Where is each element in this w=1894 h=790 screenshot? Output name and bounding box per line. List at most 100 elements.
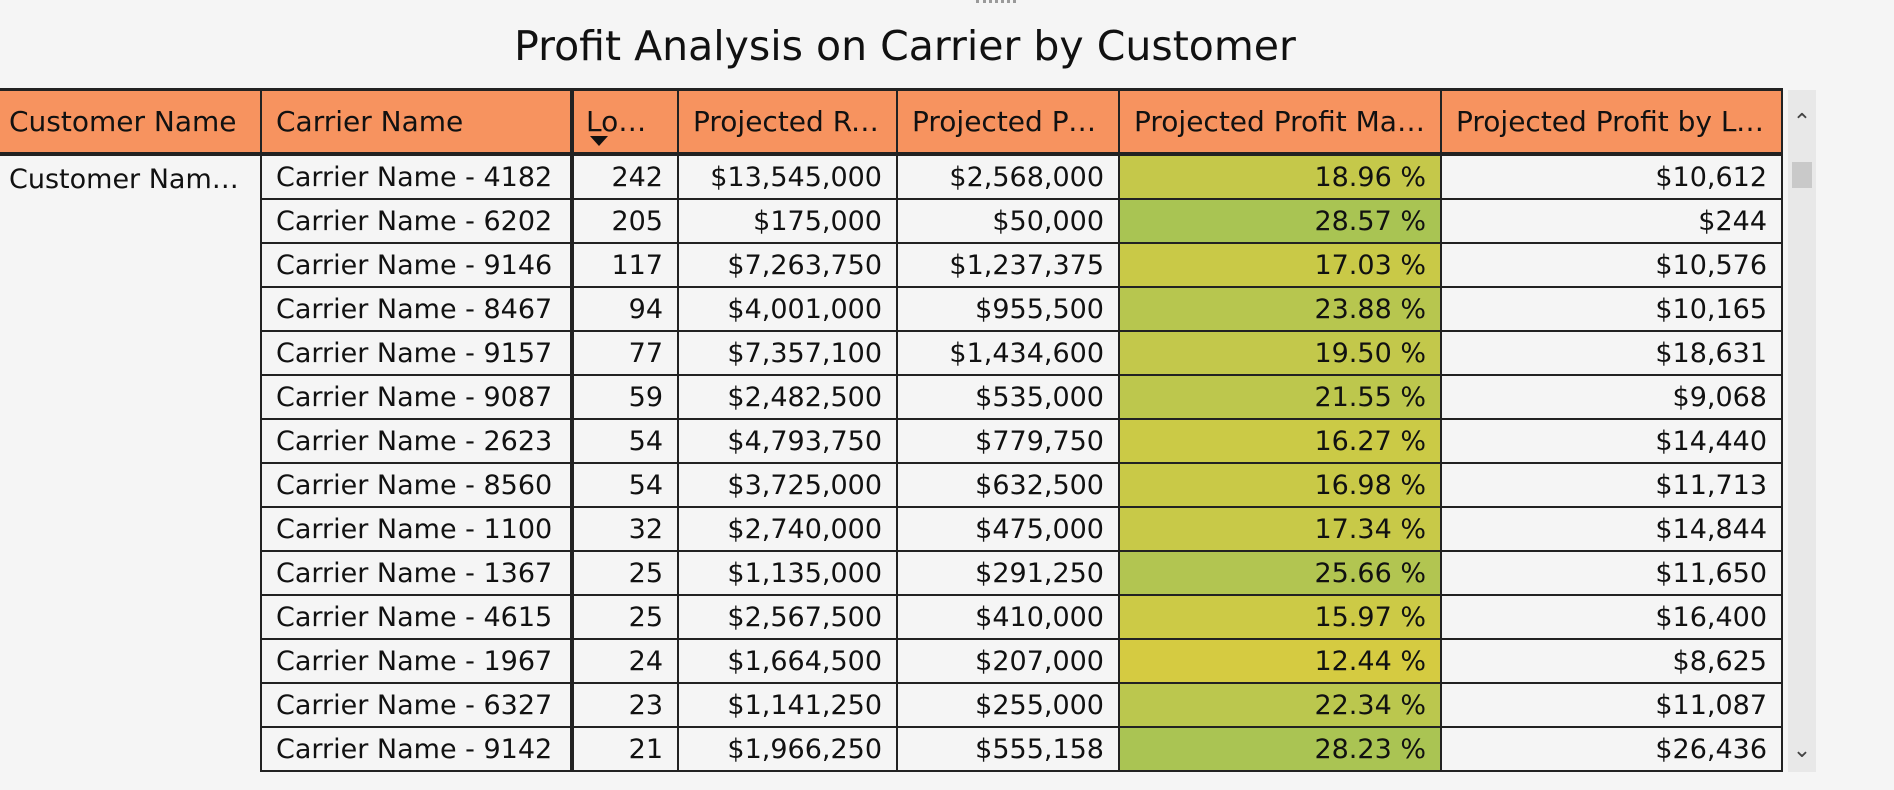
- cell-carrier-name[interactable]: Carrier Name - 8560: [260, 462, 573, 508]
- cell-carrier-name[interactable]: Carrier Name - 2623: [260, 418, 573, 464]
- cell-projected-profit-margin[interactable]: 17.03 %: [1118, 242, 1442, 288]
- cell-carrier-name[interactable]: Carrier Name - 9087: [260, 374, 573, 420]
- cell-projected-profit[interactable]: $50,000: [896, 198, 1120, 244]
- cell-projected-profit-margin[interactable]: 18.96 %: [1118, 154, 1442, 200]
- cell-projected-profit-by-loads[interactable]: $11,650: [1440, 550, 1783, 596]
- cell-loads[interactable]: 24: [570, 638, 679, 684]
- table-row[interactable]: Customer Name ... Carrier Name - 4182 242 $…: [0, 154, 1783, 771]
- cell-projected-profit[interactable]: $555,158: [896, 726, 1120, 772]
- cell-projected-revenue[interactable]: $1,966,250: [677, 726, 898, 772]
- cell-loads[interactable]: 77: [570, 330, 679, 376]
- cell-projected-profit-margin[interactable]: 28.23 %: [1118, 726, 1442, 772]
- cell-projected-profit-margin[interactable]: 16.27 %: [1118, 418, 1442, 464]
- cell-projected-revenue[interactable]: $4,001,000: [677, 286, 898, 332]
- cell-projected-profit-margin[interactable]: 22.34 %: [1118, 682, 1442, 728]
- cell-loads[interactable]: 32: [570, 506, 679, 552]
- cell-projected-profit-by-loads[interactable]: $244: [1440, 198, 1783, 244]
- cell-projected-profit[interactable]: $779,750: [896, 418, 1120, 464]
- cell-projected-profit-by-loads[interactable]: $26,436: [1440, 726, 1783, 772]
- cell-carrier-name[interactable]: Carrier Name - 4615: [260, 594, 573, 640]
- cell-projected-profit-margin[interactable]: 28.57 %: [1118, 198, 1442, 244]
- cell-projected-profit-margin[interactable]: 23.88 %: [1118, 286, 1442, 332]
- cell-loads[interactable]: 23: [570, 682, 679, 728]
- cell-loads[interactable]: 21: [570, 726, 679, 772]
- cell-projected-profit[interactable]: $1,237,375: [896, 242, 1120, 288]
- cell-projected-profit[interactable]: $255,000: [896, 682, 1120, 728]
- cell-loads[interactable]: 205: [570, 198, 679, 244]
- table-row[interactable]: Carrier Name - 9087 59 $2,482,500 $535,000 2…: [0, 374, 1783, 420]
- cell-projected-revenue[interactable]: $13,545,000: [677, 154, 898, 200]
- cell-projected-profit[interactable]: $632,500: [896, 462, 1120, 508]
- cell-loads[interactable]: 54: [570, 418, 679, 464]
- cell-projected-profit-margin[interactable]: 25.66 %: [1118, 550, 1442, 596]
- cell-projected-profit-margin[interactable]: 19.50 %: [1118, 330, 1442, 376]
- vertical-scrollbar[interactable]: ⌃ ⌄: [1788, 90, 1816, 772]
- cell-projected-profit-by-loads[interactable]: $8,625: [1440, 638, 1783, 684]
- cell-carrier-name[interactable]: Carrier Name - 6202: [260, 198, 573, 244]
- cell-projected-revenue[interactable]: $1,141,250: [677, 682, 898, 728]
- cell-projected-profit-by-loads[interactable]: $14,440: [1440, 418, 1783, 464]
- table-row[interactable]: Carrier Name - 1967 24 $1,664,500 $207,000 1…: [0, 638, 1783, 684]
- table-row[interactable]: Carrier Name - 4615 25 $2,567,500 $410,000 1…: [0, 594, 1783, 640]
- cell-projected-profit-margin[interactable]: 15.97 %: [1118, 594, 1442, 640]
- cell-projected-revenue[interactable]: $2,567,500: [677, 594, 898, 640]
- cell-carrier-name[interactable]: Carrier Name - 9146: [260, 242, 573, 288]
- cell-loads[interactable]: 54: [570, 462, 679, 508]
- table-row[interactable]: Carrier Name - 9146 117 $7,263,750 $1,237,3…: [0, 242, 1783, 288]
- column-header-projected-profit-margin[interactable]: Projected Profit Margin: [1118, 88, 1442, 156]
- cell-customer-name[interactable]: Customer Name ...: [0, 154, 262, 771]
- chevron-up-icon[interactable]: ⌃: [1792, 110, 1812, 135]
- table-row[interactable]: Carrier Name - 2623 54 $4,793,750 $779,750 1…: [0, 418, 1783, 464]
- cell-loads[interactable]: 242: [570, 154, 679, 200]
- cell-projected-profit-by-loads[interactable]: $10,612: [1440, 154, 1783, 200]
- cell-projected-profit-by-loads[interactable]: $11,087: [1440, 682, 1783, 728]
- cell-carrier-name[interactable]: Carrier Name - 9157: [260, 330, 573, 376]
- cell-projected-revenue[interactable]: $7,263,750: [677, 242, 898, 288]
- cell-projected-profit-by-loads[interactable]: $11,713: [1440, 462, 1783, 508]
- cell-projected-profit-by-loads[interactable]: $14,844: [1440, 506, 1783, 552]
- cell-projected-profit[interactable]: $1,434,600: [896, 330, 1120, 376]
- cell-carrier-name[interactable]: Carrier Name - 1367: [260, 550, 573, 596]
- cell-projected-profit-margin[interactable]: 16.98 %: [1118, 462, 1442, 508]
- table-row[interactable]: Carrier Name - 9142 21 $1,966,250 $555,158 2…: [0, 726, 1783, 772]
- cell-projected-revenue[interactable]: $2,740,000: [677, 506, 898, 552]
- table-row[interactable]: Carrier Name - 6327 23 $1,141,250 $255,000 2…: [0, 682, 1783, 728]
- table-row[interactable]: Carrier Name - 8467 94 $4,001,000 $955,500 2…: [0, 286, 1783, 332]
- table-row[interactable]: Carrier Name - 6202 205 $175,000 $50,000 28.…: [0, 198, 1783, 244]
- cell-loads[interactable]: 94: [570, 286, 679, 332]
- table-row[interactable]: Carrier Name - 9157 77 $7,357,100 $1,434,60…: [0, 330, 1783, 376]
- chevron-down-icon[interactable]: ⌄: [1792, 738, 1812, 763]
- table-row[interactable]: Carrier Name - 8560 54 $3,725,000 $632,500 1…: [0, 462, 1783, 508]
- cell-projected-revenue[interactable]: $4,793,750: [677, 418, 898, 464]
- cell-loads[interactable]: 117: [570, 242, 679, 288]
- cell-projected-profit[interactable]: $475,000: [896, 506, 1120, 552]
- cell-loads[interactable]: 25: [570, 550, 679, 596]
- cell-carrier-name[interactable]: Carrier Name - 4182: [260, 154, 573, 200]
- cell-projected-profit[interactable]: $291,250: [896, 550, 1120, 596]
- cell-loads[interactable]: 59: [570, 374, 679, 420]
- cell-projected-revenue[interactable]: $7,357,100: [677, 330, 898, 376]
- scrollbar-thumb[interactable]: [1792, 162, 1812, 188]
- cell-carrier-name[interactable]: Carrier Name - 8467: [260, 286, 573, 332]
- cell-projected-profit[interactable]: $955,500: [896, 286, 1120, 332]
- column-header-carrier-name[interactable]: Carrier Name: [260, 88, 573, 156]
- table-row[interactable]: Carrier Name - 1100 32 $2,740,000 $475,000 1…: [0, 506, 1783, 552]
- cell-projected-revenue[interactable]: $3,725,000: [677, 462, 898, 508]
- cell-projected-revenue[interactable]: $1,664,500: [677, 638, 898, 684]
- column-header-loads[interactable]: Loads: [570, 88, 679, 156]
- column-header-projected-profit-by-loads[interactable]: Projected Profit by Loads: [1440, 88, 1783, 156]
- column-header-projected-profit[interactable]: Projected Profit: [896, 88, 1120, 156]
- cell-projected-profit-margin[interactable]: 21.55 %: [1118, 374, 1442, 420]
- column-header-projected-revenue[interactable]: Projected Rev...: [677, 88, 898, 156]
- column-header-customer-name[interactable]: Customer Name: [0, 88, 262, 156]
- cell-projected-profit-by-loads[interactable]: $10,576: [1440, 242, 1783, 288]
- cell-loads[interactable]: 25: [570, 594, 679, 640]
- drag-handle[interactable]: [976, 0, 1016, 7]
- cell-projected-revenue[interactable]: $2,482,500: [677, 374, 898, 420]
- cell-projected-profit-by-loads[interactable]: $18,631: [1440, 330, 1783, 376]
- cell-projected-revenue[interactable]: $1,135,000: [677, 550, 898, 596]
- cell-projected-profit-by-loads[interactable]: $9,068: [1440, 374, 1783, 420]
- cell-carrier-name[interactable]: Carrier Name - 1100: [260, 506, 573, 552]
- cell-carrier-name[interactable]: Carrier Name - 1967: [260, 638, 573, 684]
- cell-projected-profit-margin[interactable]: 17.34 %: [1118, 506, 1442, 552]
